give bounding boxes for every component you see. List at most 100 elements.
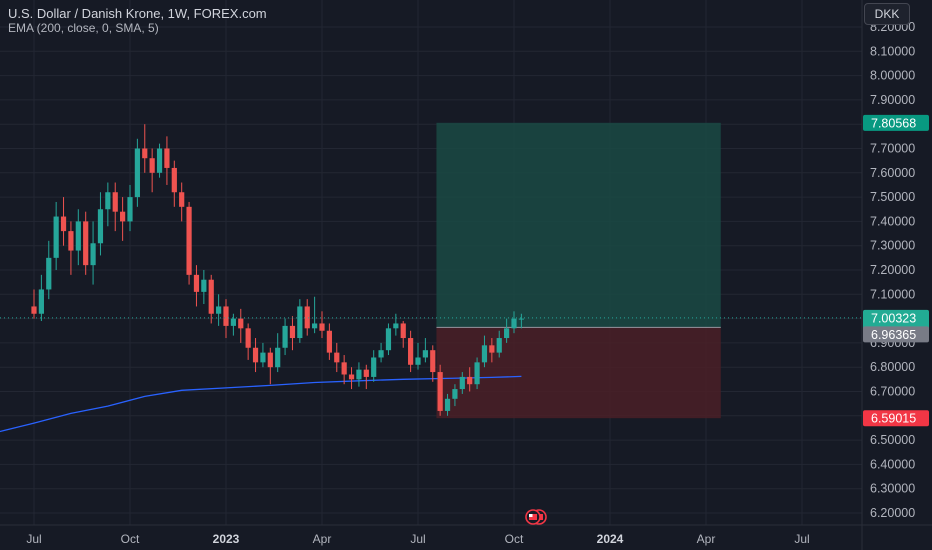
candle <box>504 318 510 343</box>
candle <box>334 342 340 373</box>
candle-body <box>201 279 207 292</box>
candle <box>371 350 377 382</box>
candle-body <box>75 221 81 251</box>
last-price-tag: 7.00323 <box>871 311 916 325</box>
candle <box>319 311 325 339</box>
candle-body <box>245 328 251 348</box>
price-tick-label: 8.10000 <box>870 44 915 58</box>
candle-body <box>496 338 502 353</box>
price-tick-label: 7.50000 <box>870 190 915 204</box>
price-axis[interactable]: 6.200006.300006.400006.500006.600006.700… <box>861 0 915 550</box>
price-tick-label: 7.20000 <box>870 263 915 277</box>
symbol-title[interactable]: U.S. Dollar / Danish Krone, 1W, FOREX.co… <box>8 6 267 21</box>
price-tick-label: 6.80000 <box>870 360 915 374</box>
candle <box>53 201 59 270</box>
candle-body <box>31 306 37 314</box>
candle <box>75 209 81 266</box>
profit-zone <box>436 122 721 328</box>
candle <box>422 338 428 363</box>
candle <box>252 338 259 373</box>
candle <box>312 296 318 334</box>
candle-body <box>186 206 192 275</box>
candle <box>127 184 133 232</box>
candle-body <box>459 376 465 390</box>
candle-body <box>504 328 510 339</box>
time-axis[interactable]: Jul Oct 2023 Apr Jul Oct 2024 Apr Jul <box>0 524 932 546</box>
candle <box>238 308 244 343</box>
price-tick-label: 7.30000 <box>870 239 915 253</box>
candle-body <box>60 216 67 232</box>
candle-body <box>467 376 473 385</box>
candle-body <box>260 352 266 363</box>
candle <box>356 362 362 387</box>
candle-body <box>474 362 480 385</box>
candle-body <box>83 221 89 266</box>
candle-body <box>275 347 281 368</box>
candle-body <box>179 192 185 207</box>
candle <box>90 221 96 285</box>
price-tick-label: 7.60000 <box>870 166 915 180</box>
candle-body <box>127 197 133 222</box>
position-zones[interactable] <box>436 122 721 419</box>
indicator-label[interactable]: EMA (200, close, 0, SMA, 5) <box>8 21 159 35</box>
candle <box>297 299 303 343</box>
candle-body <box>252 347 259 363</box>
candle-body <box>363 369 369 377</box>
candle-body <box>312 323 318 329</box>
candle-body <box>267 352 273 368</box>
candle-body <box>68 231 74 251</box>
candles[interactable] <box>31 124 524 416</box>
candle-body <box>408 338 414 365</box>
candle-body <box>149 158 155 173</box>
candle-body <box>481 345 488 363</box>
candle <box>46 240 52 300</box>
candle <box>83 211 89 275</box>
candle <box>164 136 170 185</box>
candle <box>105 182 111 227</box>
grid-lines <box>0 0 862 525</box>
candle <box>68 221 74 275</box>
candle-body <box>518 318 524 320</box>
price-tick-label: 6.20000 <box>870 506 915 520</box>
candle <box>363 364 369 390</box>
candle <box>474 357 480 390</box>
candle <box>171 160 177 207</box>
event-markers[interactable] <box>525 509 547 525</box>
candle-body <box>38 289 44 314</box>
candle <box>415 342 421 370</box>
price-tick-label: 7.70000 <box>870 142 915 156</box>
candle-body <box>238 318 244 329</box>
currency-button[interactable]: DKK <box>864 3 910 25</box>
candle <box>134 138 140 207</box>
stop-price-tag-bg <box>863 410 929 427</box>
time-tick-label: Apr <box>697 532 716 546</box>
candle <box>518 313 524 329</box>
candle-body <box>437 372 443 411</box>
candle-body <box>223 306 229 326</box>
candle-body <box>282 325 288 348</box>
candle-body <box>134 148 140 198</box>
entry-price-tag: 6.96365 <box>871 328 916 342</box>
candle <box>112 182 118 232</box>
price-tick-label: 6.70000 <box>870 385 915 399</box>
candle <box>430 345 436 382</box>
candle-body <box>334 352 340 363</box>
price-tick-label: 6.30000 <box>870 482 915 496</box>
candle-body <box>120 211 126 222</box>
price-tick-label: 7.10000 <box>870 287 915 301</box>
candle <box>208 274 214 324</box>
candle-body <box>356 369 362 380</box>
candle <box>60 197 67 246</box>
candle-body <box>444 398 451 411</box>
candle <box>289 316 296 351</box>
time-tick-label: 2023 <box>213 532 240 546</box>
candle <box>193 265 200 307</box>
price-tick-label: 6.50000 <box>870 433 915 447</box>
candle-body <box>430 350 436 373</box>
candle <box>459 372 465 394</box>
target-price-tag-bg <box>863 114 929 131</box>
time-tick-label: Apr <box>313 532 332 546</box>
candle <box>282 318 288 356</box>
